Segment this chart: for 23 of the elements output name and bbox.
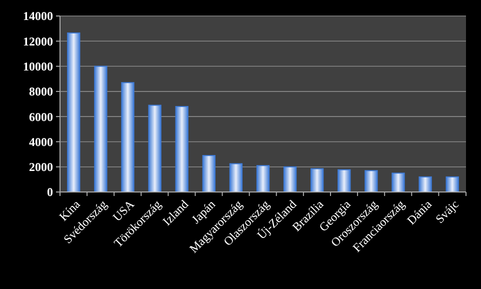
y-tick-label: 6000 xyxy=(29,110,53,124)
bar xyxy=(202,155,216,192)
bar xyxy=(446,176,459,192)
y-tick-label: 2000 xyxy=(29,160,53,174)
y-tick-label: 8000 xyxy=(29,84,53,99)
y-tick-label: 4000 xyxy=(29,134,53,149)
bar xyxy=(229,163,243,192)
bar xyxy=(121,82,134,192)
bar xyxy=(418,176,432,192)
bar xyxy=(67,32,80,192)
y-tick-label: 12000 xyxy=(23,34,53,48)
bar xyxy=(283,166,297,192)
bar xyxy=(338,169,351,192)
y-tick-label: 0 xyxy=(47,185,53,200)
bar xyxy=(256,165,270,192)
bar xyxy=(392,172,405,192)
bar xyxy=(364,170,378,192)
bar xyxy=(310,168,324,192)
y-tick-label: 14000 xyxy=(23,9,53,24)
bar xyxy=(148,104,162,192)
bar xyxy=(175,106,188,192)
bar xyxy=(94,66,108,192)
y-tick-label: 10000 xyxy=(23,59,53,74)
